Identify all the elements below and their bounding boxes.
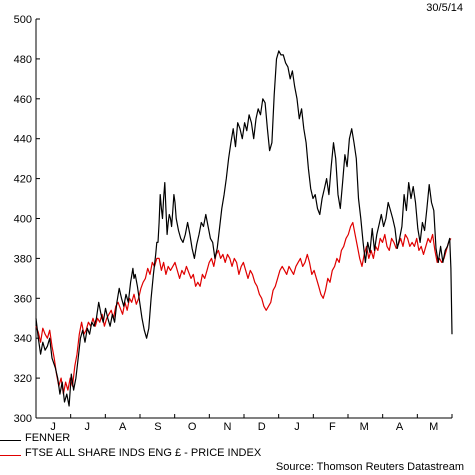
legend-label-fenner: FENNER bbox=[25, 432, 71, 444]
series-line-fenner bbox=[35, 50, 453, 407]
y-tick-label: 360 bbox=[14, 293, 32, 305]
x-tick-label: A bbox=[396, 421, 404, 432]
legend-item-ftse: FTSE ALL SHARE INDS ENG £ - PRICE INDEX bbox=[0, 447, 300, 460]
y-tick-label: 420 bbox=[14, 174, 32, 186]
y-tick-label: 300 bbox=[14, 413, 32, 425]
chart-axes bbox=[35, 19, 452, 419]
y-tick-label: 460 bbox=[14, 94, 32, 106]
series-line-ftse bbox=[35, 221, 452, 395]
legend-label-ftse: FTSE ALL SHARE INDS ENG £ - PRICE INDEX bbox=[25, 447, 262, 459]
y-tick-label: 380 bbox=[14, 253, 32, 265]
x-tick-label: A bbox=[119, 421, 127, 432]
x-tick-label: M bbox=[429, 421, 438, 432]
legend-item-fenner: FENNER bbox=[0, 432, 300, 445]
y-tick-label: 440 bbox=[14, 134, 32, 146]
legend-swatch-fenner bbox=[0, 440, 21, 441]
x-tick-label: F bbox=[329, 421, 336, 432]
x-tick-label: D bbox=[258, 421, 266, 432]
y-axis-ticks: 300 320 340 360 380 400 420 440 460 480 500 bbox=[14, 14, 40, 425]
line-chart: 300 320 340 360 380 400 420 440 460 480 500 J J A S O N… bbox=[14, 14, 453, 432]
y-tick-label: 320 bbox=[14, 373, 32, 385]
x-tick-label: J bbox=[294, 421, 300, 432]
x-tick-label: J bbox=[85, 421, 91, 432]
y-tick-label: 500 bbox=[14, 14, 32, 26]
x-tick-label: M bbox=[360, 421, 369, 432]
chart-series bbox=[35, 50, 453, 407]
y-tick-label: 480 bbox=[14, 54, 32, 66]
legend-swatch-ftse bbox=[0, 455, 21, 456]
y-tick-label: 340 bbox=[14, 333, 32, 345]
x-tick-label: J bbox=[50, 421, 56, 432]
x-tick-label: N bbox=[223, 421, 231, 432]
x-tick-label: O bbox=[188, 421, 197, 432]
y-tick-label: 400 bbox=[14, 214, 32, 226]
chart-date: 30/5/14 bbox=[426, 2, 463, 14]
source-note: Source: Thomson Reuters Datastream bbox=[275, 461, 464, 473]
x-tick-label: S bbox=[154, 421, 161, 432]
